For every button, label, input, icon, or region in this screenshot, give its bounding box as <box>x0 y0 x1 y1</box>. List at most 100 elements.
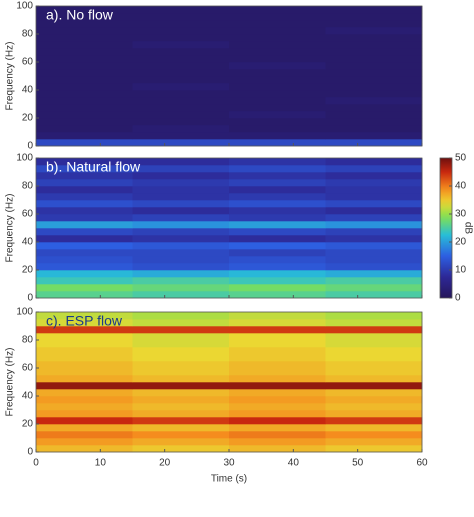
heatmap-cell <box>325 207 423 215</box>
colorbar <box>439 157 453 299</box>
x-tick-label: 20 <box>159 458 171 469</box>
heatmap-cell <box>229 263 326 271</box>
heatmap-cell <box>325 249 423 257</box>
heatmap-cell <box>132 214 230 222</box>
heatmap-cell <box>36 277 133 285</box>
heatmap-cell <box>132 179 230 187</box>
y-tick-label: 60 <box>22 209 34 220</box>
heatmap-cell <box>229 347 326 355</box>
heatmap-cell <box>325 111 423 119</box>
heatmap-cell <box>132 312 230 320</box>
heatmap-cell <box>132 132 230 140</box>
heatmap-cell <box>132 396 230 404</box>
heatmap-cell <box>132 263 230 271</box>
heatmap-cell <box>325 193 423 201</box>
heatmap-cell <box>325 118 423 126</box>
heatmap-cell <box>229 172 326 180</box>
heatmap-cell <box>229 312 326 320</box>
heatmap-cell <box>132 90 230 98</box>
heatmap-cell <box>229 55 326 63</box>
heatmap-cell <box>325 6 423 14</box>
heatmap-cell <box>325 354 423 362</box>
heatmap-cell <box>36 104 133 112</box>
heatmap-cell <box>36 55 133 63</box>
heatmap-cell <box>36 200 133 208</box>
heatmap-cell <box>36 438 133 446</box>
heatmap-cell <box>229 111 326 119</box>
heatmap-cell <box>132 340 230 348</box>
heatmap-cell <box>325 326 423 334</box>
heatmap-cell <box>325 340 423 348</box>
heatmap-cell <box>36 132 133 140</box>
heatmap-cell <box>229 20 326 28</box>
heatmap-cell <box>132 104 230 112</box>
heatmap-cell <box>132 333 230 341</box>
heatmap-cell <box>132 158 230 166</box>
heatmap-cell <box>132 48 230 56</box>
y-tick-label: 80 <box>22 335 34 346</box>
heatmap-cell <box>36 111 133 119</box>
colorbar-tick-label: 0 <box>455 293 461 304</box>
heatmap-cell <box>325 20 423 28</box>
heatmap-cell <box>229 389 326 397</box>
heatmap-cell <box>36 431 133 439</box>
heatmap-cell <box>229 382 326 390</box>
heatmap-cell <box>229 438 326 446</box>
heatmap-cell <box>229 284 326 292</box>
heatmap-cell <box>36 193 133 201</box>
heatmap-cell <box>36 214 133 222</box>
heatmap-cell <box>325 13 423 21</box>
heatmap-cell <box>325 396 423 404</box>
heatmap-cell <box>36 90 133 98</box>
heatmap-cell <box>229 186 326 194</box>
heatmap-cell <box>325 172 423 180</box>
x-tick-label: 30 <box>223 458 235 469</box>
y-axis-label: Frequency (Hz) <box>5 194 16 263</box>
colorbar-tick-label: 10 <box>455 265 467 276</box>
y-tick-label: 0 <box>27 141 33 152</box>
heatmap-cell <box>229 118 326 126</box>
heatmap-cell <box>132 221 230 229</box>
heatmap-cell <box>132 417 230 425</box>
y-tick-label: 40 <box>22 85 34 96</box>
heatmap-cell <box>229 375 326 383</box>
heatmap-cell <box>132 431 230 439</box>
heatmap-cell <box>325 214 423 222</box>
heatmap-cell <box>132 277 230 285</box>
y-tick-label: 40 <box>22 391 34 402</box>
heatmap-cell <box>36 27 133 35</box>
heatmap-cell <box>36 76 133 84</box>
heatmap-cell <box>132 83 230 91</box>
heatmap-cell <box>325 83 423 91</box>
heatmap-cell <box>36 97 133 105</box>
y-tick-label: 100 <box>16 153 33 164</box>
heatmap-cell <box>229 424 326 432</box>
heatmap-cell <box>229 62 326 70</box>
y-axis-label: Frequency (Hz) <box>5 42 16 111</box>
heatmap-cell <box>132 207 230 215</box>
heatmap-cell <box>36 62 133 70</box>
x-axis-label: Time (s) <box>211 474 247 485</box>
heatmap-cell <box>229 354 326 362</box>
heatmap-cell <box>325 403 423 411</box>
heatmap-cell <box>132 20 230 28</box>
heatmap-cell <box>229 403 326 411</box>
y-tick-label: 40 <box>22 237 34 248</box>
heatmap-cell <box>325 389 423 397</box>
heatmap-cell <box>36 186 133 194</box>
heatmap-cell <box>132 319 230 327</box>
heatmap-cell <box>132 291 230 299</box>
heatmap-cell <box>229 193 326 201</box>
heatmap-cell <box>229 179 326 187</box>
heatmap-cell <box>36 340 133 348</box>
colorbar-tick-label: 20 <box>455 237 467 248</box>
heatmap-cell <box>325 97 423 105</box>
heatmap-cell <box>132 270 230 278</box>
heatmap-cell <box>325 256 423 264</box>
heatmap-cell <box>36 179 133 187</box>
heatmap-cell <box>325 132 423 140</box>
heatmap-cell <box>36 312 133 320</box>
heatmap-cell <box>132 424 230 432</box>
heatmap-cell <box>325 382 423 390</box>
heatmap-cell <box>325 445 423 453</box>
